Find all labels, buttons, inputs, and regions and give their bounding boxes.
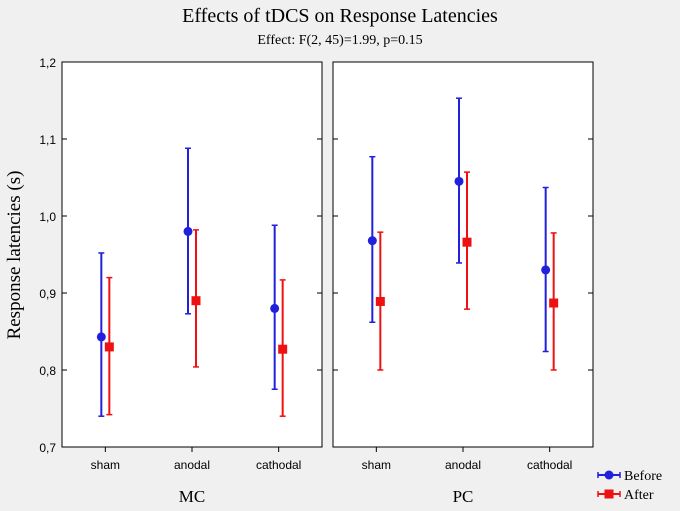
mean-point (367, 236, 377, 246)
mean-point (270, 303, 280, 313)
chart-subtitle: Effect: F(2, 45)=1.99, p=0.15 (257, 33, 422, 48)
panel-label: MC (179, 487, 205, 506)
plot-area: Response latencies (s) 0,7 0,8 0,9 1,0 1,1 1,2… (4, 56, 662, 506)
panel-frame (332, 61, 594, 448)
legend-marker (604, 489, 614, 499)
y-tick-label: 1,1 (39, 133, 56, 147)
mean-point (278, 344, 288, 354)
mean-point (96, 332, 106, 342)
legend-label: After (624, 488, 654, 503)
x-tick-label: sham (91, 458, 120, 472)
mean-point (191, 296, 201, 306)
x-tick-label: sham (362, 458, 391, 472)
y-tick-label: 1,0 (39, 210, 56, 224)
x-tick-label: anodal (445, 458, 481, 472)
mean-point (454, 176, 464, 186)
mean-point (462, 237, 472, 247)
x-tick-label: anodal (174, 458, 210, 472)
mean-point (541, 265, 551, 275)
chart-title: Effects of tDCS on Response Latencies (182, 5, 498, 27)
mean-point (104, 342, 114, 352)
mean-point (183, 226, 193, 236)
y-tick-label: 0,9 (39, 287, 56, 301)
y-tick-label: 0,8 (39, 364, 56, 378)
x-tick-label: cathodal (256, 458, 301, 472)
y-tick-label: 1,2 (39, 56, 56, 70)
panel-frame (61, 61, 323, 448)
x-tick-label: cathodal (527, 458, 572, 472)
legend-marker (604, 470, 614, 480)
y-tick-label: 0,7 (39, 441, 56, 455)
panel-label: PC (453, 487, 474, 506)
y-axis-label: Response latencies (s) (4, 171, 25, 340)
legend-label: Before (624, 469, 662, 484)
mean-point (375, 296, 385, 306)
mean-point (549, 298, 559, 308)
